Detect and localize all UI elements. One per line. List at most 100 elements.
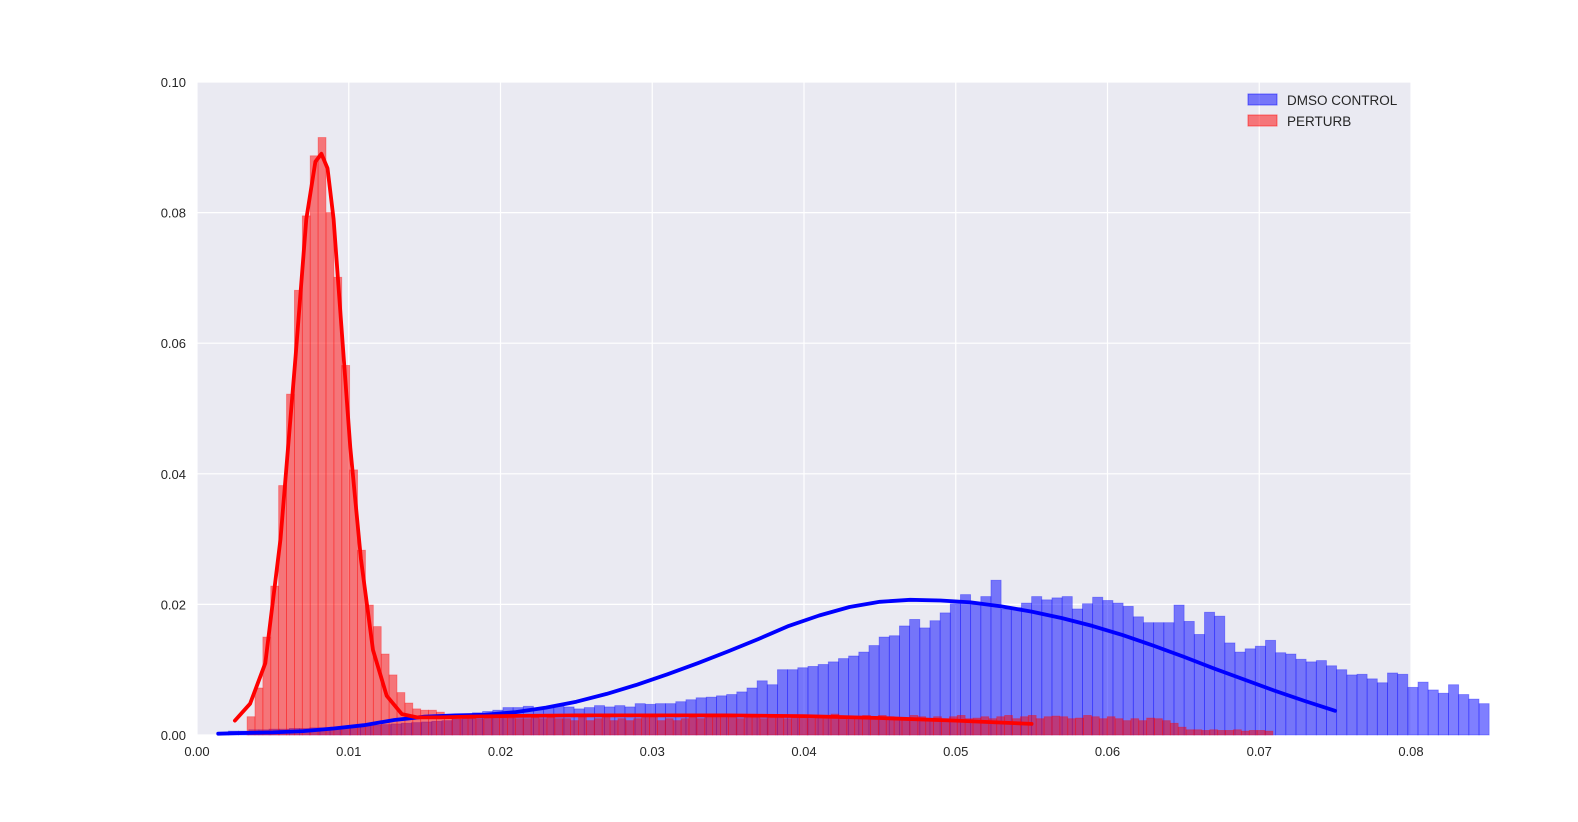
- bar-perturb: [1209, 729, 1219, 736]
- bar-dmso-control: [1244, 648, 1256, 736]
- bar-dmso-control: [1315, 660, 1327, 736]
- bar-perturb: [1098, 718, 1108, 736]
- bar-dmso-control: [1071, 608, 1083, 736]
- bar-dmso-control: [970, 604, 982, 736]
- bar-perturb: [578, 716, 587, 736]
- bar-perturb: [1114, 718, 1124, 736]
- bar-perturb: [704, 716, 714, 736]
- bar-perturb: [1051, 715, 1061, 736]
- bar-perturb: [728, 716, 737, 736]
- y-tick-label: 0.08: [161, 206, 186, 221]
- bar-perturb: [467, 718, 477, 736]
- x-tick-label: 0.02: [488, 744, 513, 759]
- bar-perturb: [783, 718, 792, 736]
- bar-perturb: [333, 276, 343, 736]
- bar-perturb: [1264, 730, 1274, 736]
- bar-perturb: [585, 720, 595, 736]
- bar-perturb: [680, 718, 690, 736]
- bar-perturb: [562, 718, 572, 736]
- x-tick-label: 0.07: [1247, 744, 1272, 759]
- bar-perturb: [483, 716, 493, 736]
- bar-dmso-control: [1092, 596, 1104, 736]
- bar-dmso-control: [1112, 602, 1124, 736]
- bar-dmso-control: [1173, 604, 1185, 736]
- bar-dmso-control: [1376, 682, 1388, 736]
- bar-perturb: [1130, 718, 1140, 736]
- bar-dmso-control: [1122, 605, 1134, 736]
- bar-dmso-control: [1397, 673, 1409, 736]
- bar-perturb: [901, 718, 911, 736]
- bar-perturb: [956, 715, 966, 736]
- bar-dmso-control: [1448, 684, 1460, 736]
- x-tick-label: 0.08: [1398, 744, 1423, 759]
- x-tick-label: 0.05: [943, 744, 968, 759]
- bar-perturb: [672, 720, 682, 736]
- bar-perturb: [522, 718, 532, 736]
- bar-dmso-control: [1326, 665, 1338, 736]
- bar-perturb: [301, 215, 311, 736]
- bar-perturb: [601, 716, 611, 736]
- bar-dmso-control: [1437, 692, 1449, 736]
- bar-dmso-control: [1234, 651, 1246, 736]
- bar-perturb: [530, 715, 540, 736]
- bar-perturb: [822, 718, 832, 736]
- bar-dmso-control: [1417, 681, 1429, 736]
- bar-dmso-control: [1366, 678, 1378, 736]
- legend: DMSO CONTROL PERTURB: [1247, 93, 1398, 129]
- legend-label-dmso-control: DMSO CONTROL: [1287, 93, 1398, 108]
- y-tick-label: 0.00: [161, 728, 186, 743]
- bar-perturb: [570, 720, 579, 736]
- bar-perturb: [846, 716, 856, 736]
- bar-perturb: [428, 709, 437, 736]
- bar-perturb: [1146, 717, 1155, 736]
- bar-perturb: [649, 716, 658, 736]
- bar-dmso-control: [1407, 686, 1419, 736]
- bar-perturb: [1004, 715, 1013, 736]
- bar-perturb: [688, 716, 698, 736]
- bar-perturb: [712, 716, 721, 736]
- bar-dmso-control: [960, 594, 972, 736]
- bar-perturb: [546, 716, 556, 736]
- bar-dmso-control: [1214, 615, 1226, 736]
- bar-perturb: [814, 716, 824, 736]
- bar-perturb: [1122, 720, 1132, 736]
- bar-perturb: [1248, 730, 1258, 736]
- bar-perturb: [1217, 730, 1226, 736]
- bar-perturb: [499, 716, 508, 736]
- bar-perturb: [759, 718, 769, 736]
- bar-dmso-control: [1224, 642, 1236, 736]
- bar-perturb: [1091, 716, 1100, 736]
- bar-dmso-control: [1193, 634, 1205, 736]
- bar-perturb: [870, 718, 879, 736]
- bar-dmso-control: [1204, 611, 1216, 736]
- bar-perturb: [1193, 729, 1203, 736]
- bar-perturb: [1043, 716, 1053, 736]
- bar-dmso-control: [1427, 689, 1439, 736]
- legend-label-perturb: PERTURB: [1287, 114, 1351, 129]
- bar-perturb: [767, 715, 777, 736]
- bar-dmso-control: [1336, 669, 1348, 736]
- bar-dmso-control: [1102, 600, 1114, 736]
- bar-perturb: [1059, 716, 1069, 736]
- y-tick-labels: 0.00 0.02 0.04 0.06 0.08 0.10: [161, 75, 186, 743]
- bar-perturb: [1240, 730, 1250, 736]
- bar-perturb: [743, 716, 753, 736]
- bar-perturb: [799, 715, 808, 736]
- bar-perturb: [325, 212, 335, 736]
- bar-perturb: [664, 718, 674, 736]
- bar-perturb: [1169, 722, 1179, 736]
- bar-perturb: [538, 718, 548, 736]
- bar-perturb: [1162, 720, 1171, 736]
- bar-perturb: [436, 711, 445, 736]
- bar-perturb: [996, 716, 1006, 736]
- bar-perturb: [720, 715, 729, 736]
- curve-perturb: [232, 151, 1034, 726]
- bar-perturb: [294, 289, 303, 736]
- bar-perturb: [775, 716, 785, 736]
- x-tick-label: 0.01: [336, 744, 361, 759]
- kde-curves: [216, 151, 1337, 736]
- bar-perturb: [980, 716, 990, 736]
- bar-perturb: [1256, 730, 1266, 736]
- bar-perturb: [309, 155, 319, 736]
- bar-perturb: [554, 718, 564, 736]
